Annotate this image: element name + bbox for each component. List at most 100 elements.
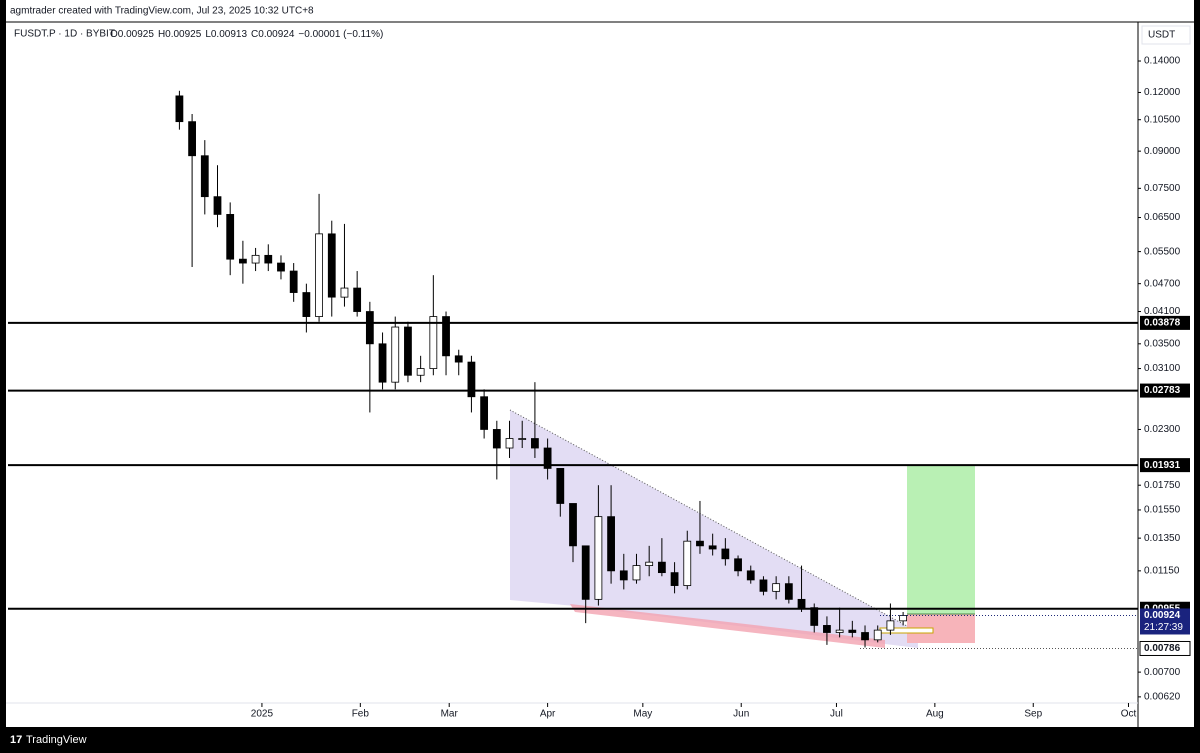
candle-body [315, 233, 323, 317]
candle-body [797, 598, 806, 609]
candle-body [302, 292, 311, 317]
candle-body [696, 540, 704, 547]
wedge-trendline [509, 409, 919, 633]
candle-body [175, 95, 184, 123]
candle-body [683, 540, 692, 586]
candle-body [734, 558, 742, 572]
countdown: 21:27:39 [1144, 622, 1183, 633]
candle-body [404, 326, 412, 376]
x-tick-label: May [633, 709, 652, 720]
x-tick-label: Jun [733, 709, 749, 720]
candle-body [353, 287, 362, 312]
y-tick-label: 0.01750 [1144, 480, 1181, 491]
x-tick-label: 2025 [251, 709, 274, 720]
level-tag [1140, 383, 1190, 398]
candle-body [569, 503, 577, 547]
candle-body [251, 254, 260, 264]
footer-bar [6, 727, 1194, 753]
candle-body [708, 545, 717, 550]
ohlc-item: H0.00925 [158, 29, 202, 40]
candle-body [391, 326, 400, 383]
candle-body [543, 447, 552, 469]
candle-body [899, 615, 908, 622]
level-label: 0.03878 [1144, 318, 1181, 329]
footer-logo: 17 [10, 734, 22, 746]
y-tick-label: 0.00620 [1144, 692, 1181, 703]
y-tick-label: 0.04100 [1144, 306, 1181, 317]
y-tick-label: 0.10500 [1144, 114, 1181, 125]
candle-body [429, 316, 438, 369]
x-tick-label: Jul [830, 709, 843, 720]
y-tick-label: 0.01350 [1144, 533, 1181, 544]
candle-body [861, 632, 869, 641]
candle-body [607, 516, 615, 572]
candle-body [327, 233, 336, 298]
ohlc-item: −0.00001 (−0.11%) [298, 29, 383, 40]
unit-box [1141, 25, 1191, 45]
candle-body [480, 396, 489, 430]
last-price-label: 0.00924 [1144, 610, 1181, 621]
footer-brand: TradingView [26, 734, 87, 746]
x-tick-label: Sep [1024, 709, 1042, 720]
candle-body [772, 583, 781, 592]
target-zone [907, 465, 975, 614]
x-tick-label: Aug [926, 709, 944, 720]
candle-body [226, 214, 235, 260]
candle-body [264, 254, 273, 264]
level-label: 0.02783 [1144, 385, 1181, 396]
candle-body [213, 196, 222, 215]
wedge-lower-band [570, 604, 885, 648]
candle-body [505, 438, 514, 449]
y-tick-label: 0.02300 [1144, 424, 1181, 435]
y-tick-label: 0.12000 [1144, 87, 1181, 98]
candle-body [657, 561, 666, 574]
y-tick-label: 0.14000 [1144, 56, 1181, 67]
level-label: 0.01931 [1144, 460, 1181, 471]
candle-body [238, 258, 247, 264]
candle-body [518, 438, 527, 440]
candle-body [759, 579, 768, 592]
x-tick-label: Apr [540, 709, 556, 720]
candle-body [784, 583, 793, 600]
candle-body [848, 629, 857, 633]
candle-body [823, 625, 831, 633]
candle-body [886, 620, 895, 631]
level-tag [1140, 458, 1190, 473]
candle-body [556, 468, 565, 504]
y-tick-label: 0.07500 [1144, 183, 1181, 194]
y-tick-label: 0.00700 [1144, 667, 1181, 678]
symbol: FUSDT.P · 1D · BYBIT [14, 29, 115, 40]
candle-body [670, 572, 679, 586]
candle-body [835, 629, 844, 633]
candle-body [188, 121, 196, 157]
y-tick-label: 0.05500 [1144, 246, 1181, 257]
candle-body [746, 570, 755, 581]
candle-body [340, 287, 349, 298]
y-tick-label: 0.09000 [1144, 146, 1181, 157]
y-tick-label: 0.03500 [1144, 338, 1181, 349]
chart-panel [6, 0, 1194, 727]
ohlc-item: O0.00925 [110, 29, 154, 40]
y-tick-label: 0.06500 [1144, 212, 1181, 223]
credit: agmtrader created with TradingView.com, … [10, 6, 314, 17]
candle-body [721, 548, 730, 560]
low-label: 0.00786 [1144, 643, 1181, 654]
candle-body [594, 516, 603, 600]
ohlc-item: L0.00913 [205, 29, 247, 40]
candle-body [416, 368, 425, 376]
candle-body [645, 561, 654, 566]
x-tick-label: Feb [352, 709, 370, 720]
ohlc-item: C0.00924 [251, 29, 295, 40]
low-tag [1139, 640, 1191, 656]
y-tick-label: 0.04700 [1144, 278, 1181, 289]
last-price-tag [1140, 608, 1190, 635]
y-tick-label: 0.01550 [1144, 505, 1181, 516]
candle-body [492, 429, 501, 449]
x-tick-label: Oct [1121, 709, 1137, 720]
y-unit: USDT [1148, 30, 1175, 41]
candle-body [873, 629, 882, 641]
y-tick-label: 0.01150 [1144, 565, 1180, 576]
candle-body [810, 607, 819, 626]
level-tag [1140, 315, 1190, 330]
